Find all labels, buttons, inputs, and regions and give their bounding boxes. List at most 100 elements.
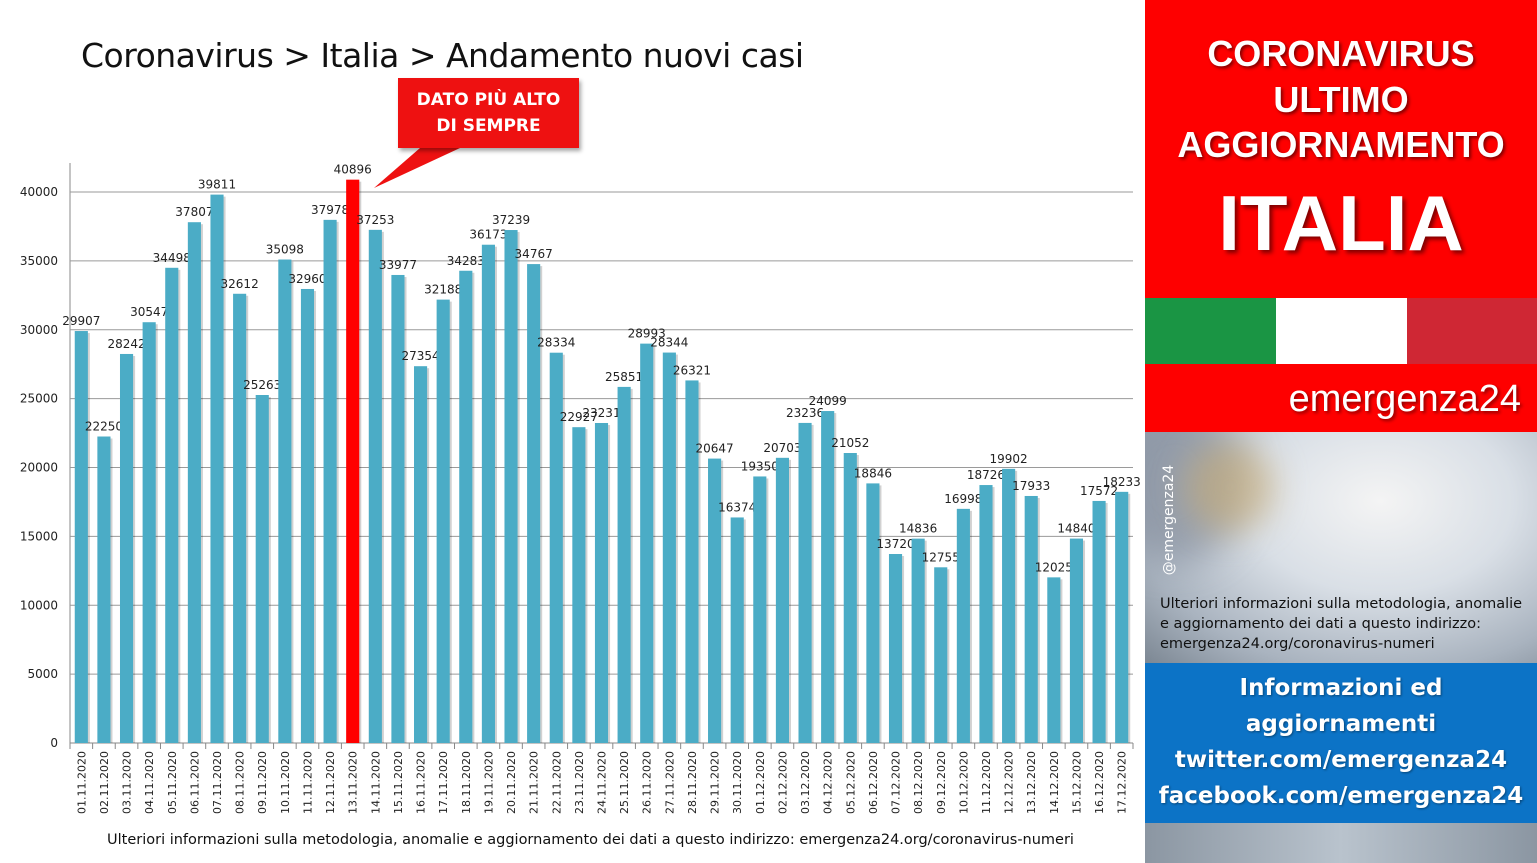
bar bbox=[1092, 500, 1106, 743]
social-handle: @emergenza24 bbox=[1147, 460, 1191, 580]
bar bbox=[662, 352, 676, 743]
header-line-3: AGGIORNAMENTO bbox=[1177, 124, 1505, 165]
y-tick-label: 20000 bbox=[20, 461, 58, 475]
bar bbox=[255, 395, 269, 743]
callout-line-1: DATO PIÙ ALTO bbox=[416, 90, 561, 110]
x-tick-label: 21.11.2020 bbox=[528, 751, 541, 814]
twitter-link[interactable]: twitter.com/emergenza24 bbox=[1174, 747, 1508, 773]
x-tick-label: 10.11.2020 bbox=[279, 751, 292, 814]
x-tick-label: 22.11.2020 bbox=[550, 751, 563, 814]
callout-pointer bbox=[374, 148, 460, 188]
data-label: 40896 bbox=[334, 163, 372, 177]
data-label: 34498 bbox=[153, 251, 191, 265]
bar bbox=[956, 508, 970, 743]
x-tick-label: 07.12.2020 bbox=[890, 751, 903, 814]
x-tick-label: 02.11.2020 bbox=[98, 751, 111, 814]
bar bbox=[300, 288, 315, 743]
data-label: 24099 bbox=[809, 394, 847, 408]
data-label: 18846 bbox=[854, 466, 892, 480]
x-tick-label: 14.12.2020 bbox=[1048, 751, 1061, 814]
x-tick-label: 18.11.2020 bbox=[460, 751, 473, 814]
x-tick-label: 03.12.2020 bbox=[799, 751, 812, 814]
data-label: 14836 bbox=[899, 522, 937, 536]
data-label: 32960 bbox=[288, 272, 326, 286]
bar-chart: 0 5000 10000 15000 20000 25000 30000 35000 40000… bbox=[20, 163, 1141, 814]
y-tick-label: 15000 bbox=[20, 529, 58, 543]
y-tick-label: 10000 bbox=[20, 598, 58, 612]
bar bbox=[594, 422, 609, 743]
bar bbox=[97, 436, 111, 743]
data-label: 32612 bbox=[221, 277, 259, 291]
bar bbox=[775, 457, 789, 743]
bar bbox=[843, 453, 857, 743]
flag-white-band bbox=[1276, 298, 1407, 364]
data-label: 19902 bbox=[990, 452, 1028, 466]
data-label: 18233 bbox=[1103, 475, 1141, 489]
x-tick-label: 08.11.2020 bbox=[234, 751, 247, 814]
data-label: 33977 bbox=[379, 258, 417, 272]
data-label: 23231 bbox=[582, 406, 620, 420]
x-tick-label: 16.11.2020 bbox=[415, 751, 428, 814]
x-tick-label: 19.11.2020 bbox=[482, 751, 495, 814]
x-tick-label: 29.11.2020 bbox=[709, 751, 722, 814]
bar bbox=[187, 222, 201, 744]
footer-note: Ulteriori informazioni sulla metodologia… bbox=[107, 832, 1074, 848]
info-line-1: Informazioni ed bbox=[1239, 675, 1443, 701]
data-label: 20647 bbox=[695, 442, 733, 456]
x-tick-label: 06.11.2020 bbox=[188, 751, 201, 814]
bar bbox=[866, 483, 880, 743]
x-tick-label: 09.12.2020 bbox=[935, 751, 948, 814]
data-label: 26321 bbox=[673, 363, 711, 377]
bar bbox=[1024, 495, 1038, 743]
data-label: 20703 bbox=[763, 441, 801, 455]
social-handle-text: @emergenza24 bbox=[1161, 464, 1177, 576]
data-label: 25851 bbox=[605, 370, 643, 384]
bar-highlight bbox=[346, 179, 360, 743]
x-tick-label: 02.12.2020 bbox=[776, 751, 789, 814]
data-label: 25263 bbox=[243, 378, 281, 392]
data-label: 28242 bbox=[107, 337, 145, 351]
x-tick-label: 06.12.2020 bbox=[867, 751, 880, 814]
x-tick-label: 17.12.2020 bbox=[1116, 751, 1129, 814]
data-label: 12755 bbox=[922, 550, 960, 564]
bar bbox=[640, 343, 654, 743]
x-tick-label: 13.12.2020 bbox=[1025, 751, 1038, 814]
info-line-2: aggiornamenti bbox=[1245, 711, 1437, 737]
facebook-link[interactable]: facebook.com/emergenza24 bbox=[1158, 783, 1524, 809]
bar bbox=[821, 411, 835, 743]
data-label: 18726 bbox=[967, 468, 1005, 482]
x-tick-label: 05.12.2020 bbox=[844, 751, 857, 814]
data-label: 12025 bbox=[1035, 560, 1073, 574]
data-label: 22250 bbox=[85, 420, 123, 434]
bar bbox=[504, 230, 518, 743]
data-label: 34283 bbox=[447, 254, 485, 268]
background-photo bbox=[1145, 432, 1537, 663]
bar bbox=[1069, 538, 1084, 743]
data-label: 35098 bbox=[266, 243, 304, 257]
bar bbox=[685, 380, 699, 743]
bar bbox=[730, 517, 744, 743]
x-tick-label: 17.11.2020 bbox=[437, 751, 450, 814]
x-tick-label: 28.11.2020 bbox=[686, 751, 699, 814]
data-label: 19350 bbox=[741, 459, 779, 473]
x-tick-label: 11.11.2020 bbox=[301, 751, 314, 814]
bar bbox=[368, 229, 382, 744]
x-tick-label: 15.12.2020 bbox=[1070, 751, 1083, 814]
data-label: 29907 bbox=[62, 314, 100, 328]
x-tick-label: 03.11.2020 bbox=[121, 751, 134, 814]
data-label: 28993 bbox=[628, 327, 666, 341]
x-tick-label: 04.11.2020 bbox=[143, 751, 156, 814]
data-label: 23236 bbox=[786, 406, 824, 420]
data-label: 37807 bbox=[175, 205, 213, 219]
bar bbox=[210, 194, 224, 744]
x-tick-label: 26.11.2020 bbox=[641, 751, 654, 814]
bar bbox=[459, 270, 473, 743]
x-tick-label: 30.11.2020 bbox=[731, 751, 744, 814]
y-tick-label: 0 bbox=[50, 736, 58, 750]
bar bbox=[708, 458, 722, 743]
header-line-1: CORONAVIRUS bbox=[1207, 33, 1475, 74]
header-line-2: ULTIMO bbox=[1273, 79, 1409, 120]
bar bbox=[572, 427, 586, 743]
data-label: 37253 bbox=[356, 213, 394, 227]
bar bbox=[142, 322, 156, 743]
